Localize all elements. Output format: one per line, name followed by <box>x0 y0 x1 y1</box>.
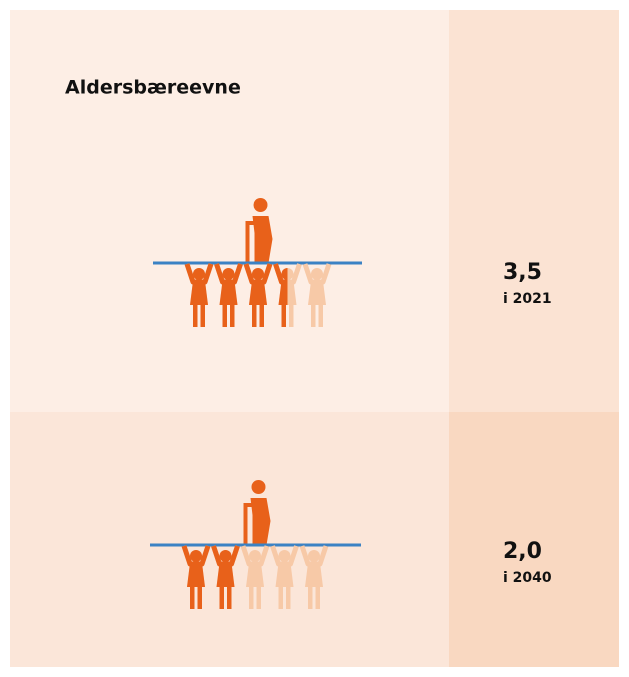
year-label: i 2021 <box>503 291 552 307</box>
panel <box>449 10 619 412</box>
value-label: 2,0 <box>503 539 542 564</box>
panel <box>10 412 449 667</box>
panel <box>10 10 449 412</box>
value-label: 3,5 <box>503 260 542 285</box>
chart: Aldersbæreevne 3,5 i 2021 2,0 i 2040 <box>0 0 629 677</box>
chart-title: Aldersbæreevne <box>65 77 241 99</box>
year-label: i 2040 <box>503 570 552 586</box>
